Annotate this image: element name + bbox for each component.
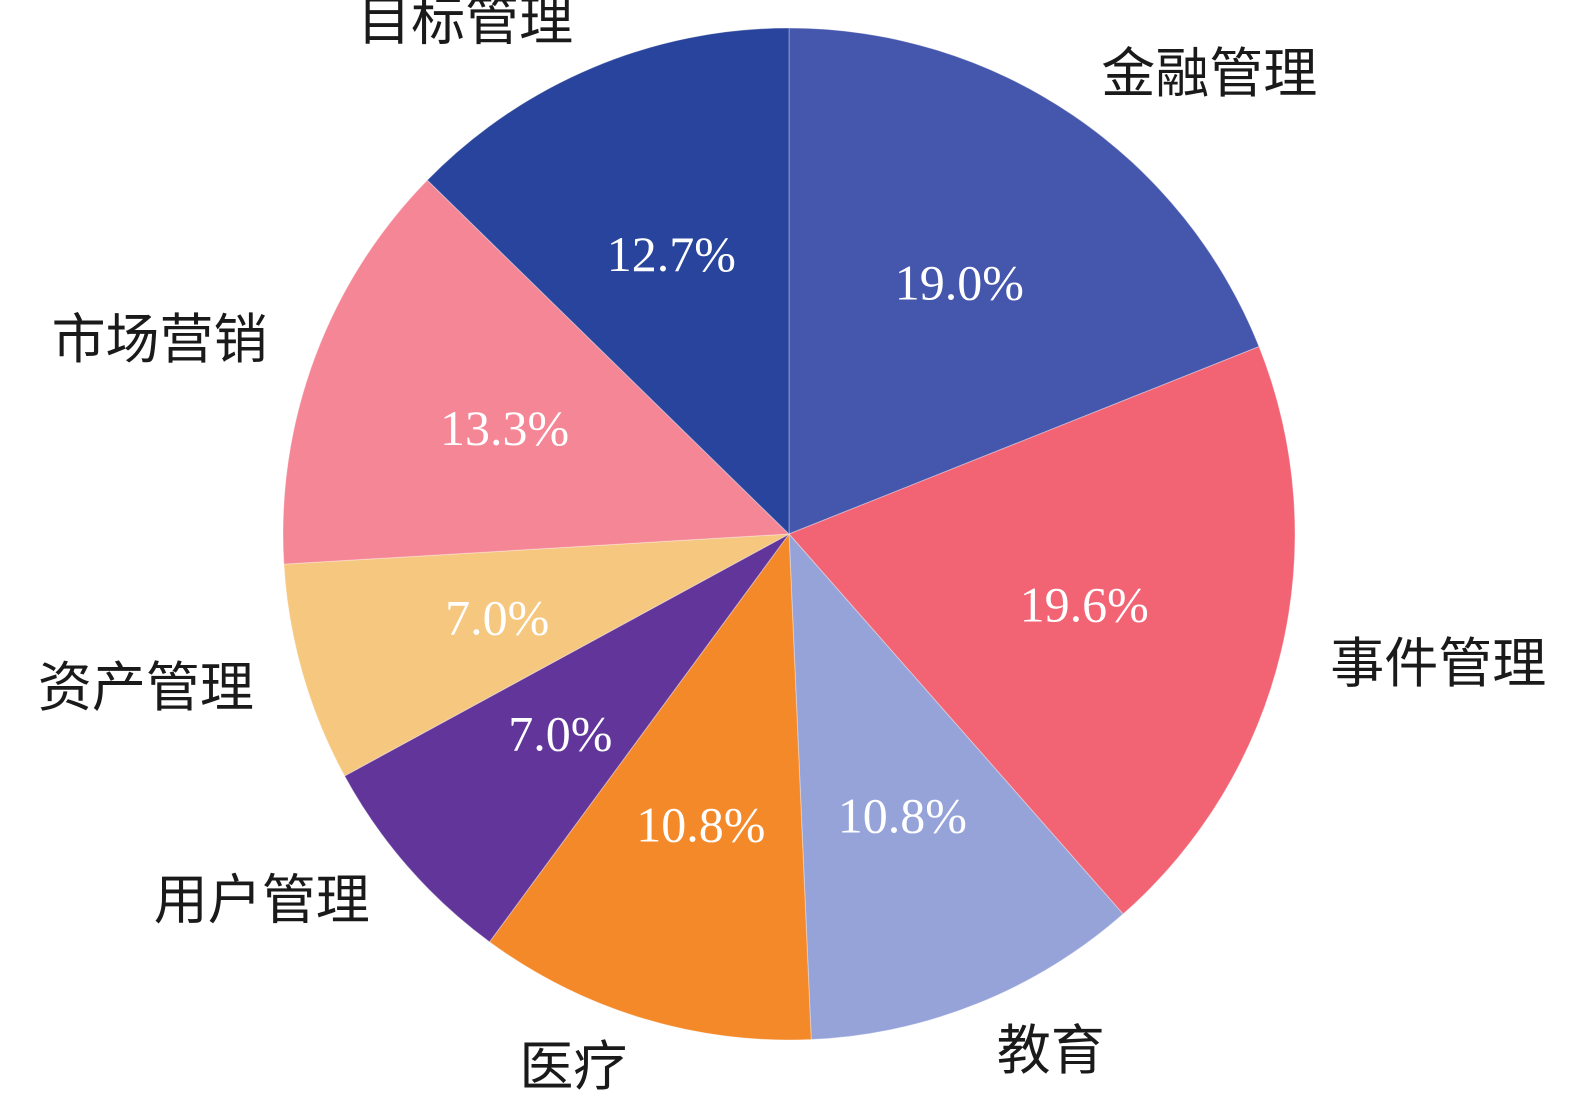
slice-percent-label: 13.3%: [440, 400, 569, 456]
pie-slice-0: [788, 27, 1260, 535]
slice-percent-label: 10.8%: [636, 797, 765, 853]
pie-slice-7: [426, 27, 790, 536]
slice-category-label: 市场营销: [52, 308, 268, 371]
slice-category-label: 资产管理: [38, 656, 254, 719]
slice-percent-label: 7.0%: [445, 590, 549, 646]
slice-category-label: 用户管理: [154, 869, 370, 932]
slice-percent-label: 19.6%: [1020, 577, 1149, 633]
slice-percent-label: 10.8%: [838, 788, 967, 844]
slice-percent-label: 19.0%: [895, 255, 1024, 311]
percentage-labels: 19.0% 19.6% 10.8% 10.8% 7.0% 7.0% 13.3% 12.7%: [440, 226, 1149, 852]
pie-slice-5: [283, 533, 790, 777]
pie-slice-3: [488, 532, 812, 1041]
slice-category-label: 目标管理: [357, 0, 573, 52]
slice-percent-label: 7.0%: [508, 706, 612, 762]
pie-slices: [282, 27, 1296, 1041]
slice-category-label: 事件管理: [1330, 632, 1546, 695]
pie-slice-1: [788, 345, 1296, 915]
pie-slice-4: [343, 533, 790, 943]
pie-slice-2: [788, 532, 1124, 1041]
pie-slice-6: [282, 179, 791, 565]
slice-category-label: 金融管理: [1101, 42, 1317, 105]
slice-category-label: 医疗: [519, 1035, 627, 1094]
slice-percent-label: 12.7%: [607, 226, 736, 282]
slice-category-label: 教育: [997, 1019, 1105, 1082]
